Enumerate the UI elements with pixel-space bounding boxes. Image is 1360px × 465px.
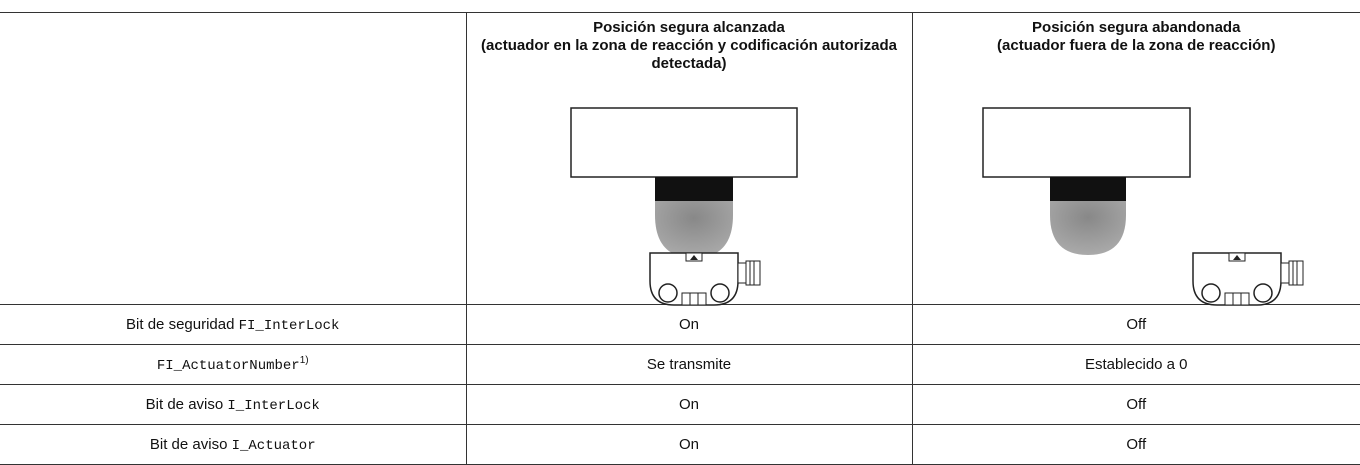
header-cell: Posición segura alcanzada (actuador en l… [465,12,913,305]
diagram-left [982,107,1304,306]
diagram-reached [570,107,798,306]
signal-name: I_Actuator [231,437,316,454]
cell: On [465,384,913,425]
row-label: Bit de aviso I_InterLock [0,384,467,425]
cell: Off [911,424,1360,465]
label-text: Bit de aviso [149,435,228,453]
label-text: Bit de seguridad [126,315,235,333]
row-label: Bit de aviso I_Actuator [0,424,467,465]
label-text: Bit de aviso [145,395,224,413]
footnote-ref: 1) [299,355,309,366]
row: Bit de aviso I_InterLock On Off [0,384,1360,425]
header-empty [0,12,467,305]
signal-name: FI_ActuatorNumber [156,358,300,374]
cell: On [465,304,913,345]
signal-name: I_InterLock [227,397,320,414]
row: Bit de aviso I_Actuator On Off [0,424,1360,465]
signal-name: FI_InterLock [238,317,340,334]
cell: Se transmite [465,344,913,385]
row: Bit de seguridad FI_InterLock On Off [0,304,1360,345]
cell: Establecido a 0 [911,344,1360,385]
cell: Off [911,384,1360,425]
row-label: Bit de seguridad FI_InterLock [0,304,467,345]
cell: On [465,424,913,465]
row: FI_ActuatorNumber1) Se transmite Estableci… [0,344,1360,385]
row-label: FI_ActuatorNumber1) [0,344,467,385]
